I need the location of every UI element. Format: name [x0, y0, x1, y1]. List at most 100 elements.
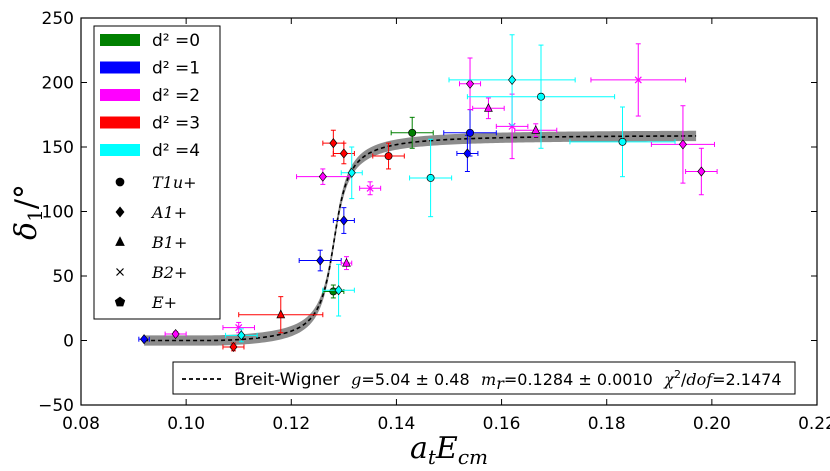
legend-irrep-label: E+ — [151, 293, 177, 312]
data-point — [409, 138, 453, 218]
data-point — [322, 263, 355, 317]
legend-color-label: d² =3 — [152, 114, 200, 134]
x-axis-label: atEcm — [410, 431, 488, 469]
point-marker — [678, 139, 687, 150]
point-marker — [229, 341, 238, 353]
y-axis-label: δ1/° — [9, 184, 47, 240]
point-marker — [508, 122, 516, 130]
fit-legend-box — [172, 361, 796, 395]
legend-color-label: d² =4 — [152, 141, 200, 161]
data-point — [569, 106, 676, 178]
point-marker — [531, 124, 541, 134]
x-marker-stroke — [508, 122, 516, 130]
x-tick-label: 0.22 — [798, 414, 830, 434]
fit-curve-layer — [144, 135, 697, 342]
point-marker — [465, 78, 475, 89]
point-marker — [276, 309, 286, 319]
x-tick-label: 0.08 — [62, 414, 100, 434]
legend-color-swatch — [100, 116, 140, 129]
data-point — [590, 43, 687, 117]
legend-irrep-label: T1u+ — [152, 173, 197, 192]
data-point — [164, 328, 187, 340]
point-marker — [237, 330, 246, 341]
legend-marker — [115, 206, 125, 218]
y-tick-label: −50 — [38, 396, 74, 416]
legend: d² =0 d² =1 d² =2 d² =3 d² =4 T1u+ A1+ B1+ B2+ E… — [93, 25, 221, 320]
data-point — [359, 181, 382, 196]
legend-color-swatch — [100, 144, 140, 156]
legend-box — [93, 25, 221, 320]
legend-color-swatch — [100, 89, 140, 101]
data-point — [322, 129, 345, 157]
point-marker — [347, 167, 356, 178]
y-tick-label: 50 — [52, 267, 74, 287]
x-tick-label: 0.12 — [272, 414, 310, 434]
fit-curve — [144, 135, 697, 342]
fit-name: Breit-Wigner — [234, 370, 340, 390]
point-marker — [384, 152, 393, 160]
legend-marker — [114, 296, 126, 307]
data-point — [472, 97, 505, 120]
legend-marker — [115, 177, 125, 187]
point-marker — [318, 171, 327, 182]
data-point — [443, 109, 497, 157]
x-tick-label: 0.14 — [377, 414, 415, 434]
data-point — [372, 142, 405, 170]
data-point — [514, 123, 558, 138]
y-tick-label: 100 — [42, 203, 74, 223]
data-point — [332, 207, 355, 234]
point-marker — [466, 128, 474, 137]
y-tick-label: 0 — [63, 332, 74, 352]
point-marker — [697, 166, 706, 177]
y-tick-label: 250 — [42, 9, 74, 29]
data-point — [340, 146, 363, 200]
legend-irrep-label: B1+ — [151, 233, 187, 252]
legend-color-label: d² =1 — [152, 59, 200, 79]
point-marker — [342, 257, 351, 267]
x-tick-label: 0.18 — [588, 414, 626, 434]
data-point — [296, 168, 350, 185]
fit-legend-label: Breit-Wigner g=5.04 ± 0.48 mr=0.1284 ± 0… — [234, 368, 782, 393]
data-point — [138, 334, 150, 345]
legend-color-label: d² =0 — [152, 31, 200, 51]
data-point — [340, 256, 353, 271]
legend-irrep-label: B2+ — [151, 263, 187, 282]
point-marker — [537, 92, 545, 101]
point-marker — [339, 215, 348, 226]
point-marker — [171, 328, 180, 340]
point-marker — [235, 324, 243, 332]
legend-marker — [115, 236, 125, 246]
fit-legend: Breit-Wigner g=5.04 ± 0.48 mr=0.1284 ± 0… — [172, 361, 796, 395]
data-point — [448, 34, 576, 126]
point-marker — [634, 76, 642, 84]
fit-chi2-value: 2.1474 — [726, 370, 782, 389]
data-point — [332, 142, 355, 165]
point-marker — [508, 74, 517, 85]
point-marker — [334, 285, 343, 296]
data-point — [222, 321, 255, 334]
data-point — [466, 44, 616, 149]
data-point — [459, 57, 482, 111]
point-marker — [426, 174, 435, 182]
data-point — [222, 341, 245, 353]
legend-irrep-label: A1+ — [150, 203, 187, 222]
data-point — [390, 116, 434, 149]
ticks-layer: 0.08 0.10 0.12 0.14 0.16 0.18 0.20 0.22 −50 0 50 10… — [38, 9, 830, 434]
point-marker — [339, 148, 348, 159]
x-tick-label: 0.16 — [483, 414, 521, 434]
legend-marker — [116, 268, 124, 276]
point-marker — [140, 334, 149, 345]
legend-color-swatch — [100, 34, 140, 46]
data-point — [298, 249, 342, 272]
x-marker-stroke — [366, 184, 374, 192]
fit-g-value: 5.04 ± 0.48 — [375, 370, 470, 389]
y-tick-label: 200 — [42, 74, 74, 94]
x-tick-label: 0.20 — [693, 414, 731, 434]
point-marker — [316, 255, 325, 266]
legend-color-label: d² =2 — [152, 86, 200, 106]
plot-frame — [80, 17, 818, 406]
point-marker — [618, 137, 627, 146]
legend-color-swatch — [100, 61, 140, 74]
data-point — [650, 105, 715, 184]
